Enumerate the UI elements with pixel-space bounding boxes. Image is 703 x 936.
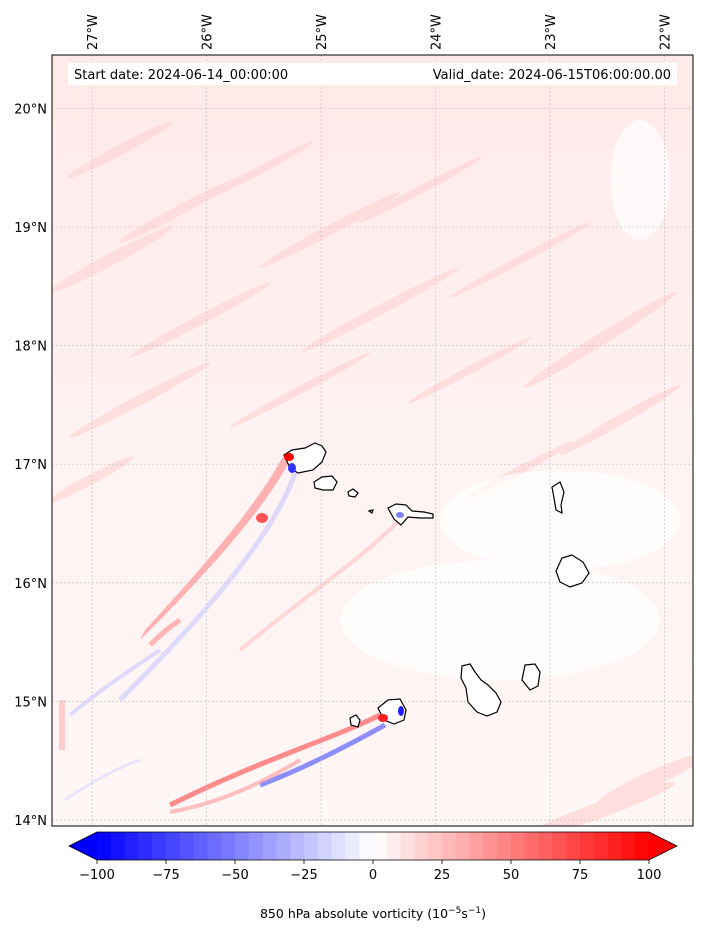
colorbar-tick-label: 75: [572, 868, 589, 883]
colorbar-ticks: −100 −75 −50 −25 0 25 50 75 100: [79, 860, 661, 883]
latitude-label: 16°N: [14, 577, 47, 592]
colorbar-segment: [359, 832, 374, 860]
colorbar-segment: [304, 832, 319, 860]
longitude-label: 26°W: [201, 14, 216, 50]
colorbar-tick-label: 100: [637, 868, 662, 883]
latitude-label: 20°N: [14, 102, 47, 117]
longitude-label: 25°W: [315, 14, 330, 50]
colorbar-segment: [538, 832, 553, 860]
colorbar-segment: [179, 832, 195, 860]
colorbar-segment: [345, 832, 360, 860]
islands: [283, 442, 590, 728]
start-date: Start date: 2024-06-14_00:00:00: [74, 68, 288, 83]
colorbar-tick-label: 25: [434, 868, 451, 883]
background-streaks: [52, 121, 693, 826]
calm-patches: [340, 120, 680, 680]
colorbar-segment: [414, 832, 429, 860]
longitude-label: 22°W: [658, 14, 673, 50]
island-sao-vicente: [313, 475, 338, 491]
colorbar-segment: [317, 832, 333, 860]
map-panel: [51, 54, 694, 827]
longitude-label: 27°W: [86, 14, 101, 50]
colorbar-segment: [442, 832, 457, 860]
colorbar-segment: [97, 832, 112, 860]
colorbar-segment: [497, 832, 512, 860]
island-santa-luzia: [347, 488, 359, 498]
colorbar-segment: [566, 832, 581, 860]
colorbar-segment: [428, 832, 443, 860]
colorbar-tick-label: −75: [152, 868, 179, 883]
colorbar-extend-max: [649, 832, 677, 860]
latitude-labels: 20°N 19°N 18°N 17°N 16°N 15°N 14°N: [14, 102, 47, 829]
colorbar-segment: [138, 832, 153, 860]
colorbar: −100 −75 −50 −25 0 25 50 75 100 850 hPa absolute…: [68, 831, 678, 921]
colorbar-segment: [580, 832, 595, 860]
colorbar-tick-label: 50: [503, 868, 520, 883]
longitude-label: 24°W: [429, 14, 444, 50]
island-sal: [551, 481, 565, 515]
colorbar-tick-label: −25: [290, 868, 317, 883]
colorbar-segment: [386, 832, 402, 860]
latitude-label: 17°N: [14, 458, 47, 473]
colorbar-segment: [593, 832, 609, 860]
island-santiago: [460, 663, 502, 717]
colorbar-segment: [248, 832, 264, 860]
colorbar-segment: [607, 832, 622, 860]
colorbar-tick-label: −100: [79, 868, 115, 883]
island-dipoles: [284, 453, 404, 722]
colorbar-segment: [635, 832, 650, 860]
colorbar-segment: [483, 832, 498, 860]
vorticity-field: [52, 55, 693, 826]
latitude-label: 15°N: [14, 695, 47, 710]
colorbar-segment: [552, 832, 567, 860]
colorbar-segment: [124, 832, 139, 860]
colorbar-segment: [524, 832, 540, 860]
colorbar-segment: [455, 832, 471, 860]
colorbar-segment: [262, 832, 277, 860]
map-background: [52, 55, 693, 826]
graticule: [52, 55, 693, 826]
latitude-label: 18°N: [14, 340, 47, 355]
colorbar-segment: [469, 832, 484, 860]
colorbar-segment: [235, 832, 250, 860]
colorbar-segment: [511, 832, 526, 860]
colorbar-segment: [193, 832, 208, 860]
longitude-labels: 27°W 26°W 25°W 24°W 23°W 22°W: [86, 14, 673, 50]
island-wakes: [59, 458, 402, 814]
island-brava: [349, 714, 361, 728]
colorbar-segment: [331, 832, 346, 860]
island-sao-nicolau: [387, 503, 434, 526]
colorbar-segments: [69, 832, 677, 860]
latitude-label: 19°N: [14, 221, 47, 236]
colorbar-tick-label: 0: [369, 868, 377, 883]
colorbar-extend-min: [69, 832, 97, 860]
colorbar-segment: [373, 832, 388, 860]
colorbar-segment: [207, 832, 222, 860]
island-boa-vista: [555, 554, 590, 588]
island-raso: [367, 509, 374, 514]
colorbar-tick-label: −50: [221, 868, 248, 883]
latitude-label: 14°N: [14, 814, 47, 829]
date-box: Start date: 2024-06-14_00:00:00 Valid_da…: [68, 63, 677, 85]
valid-date: Valid_date: 2024-06-15T06:00:00.00: [433, 68, 671, 83]
colorbar-segment: [621, 832, 636, 860]
map-frame: [51, 54, 694, 827]
colorbar-segment: [110, 832, 126, 860]
colorbar-segment: [221, 832, 236, 860]
colorbar-segment: [152, 832, 167, 860]
colorbar-segment: [166, 832, 181, 860]
colorbar-segment: [290, 832, 305, 860]
island-maio: [521, 663, 541, 691]
colorbar-segment: [276, 832, 291, 860]
longitude-label: 23°W: [544, 14, 559, 50]
colorbar-label: 850 hPa absolute vorticity (10−5s−1): [260, 906, 486, 921]
colorbar-segment: [400, 832, 415, 860]
